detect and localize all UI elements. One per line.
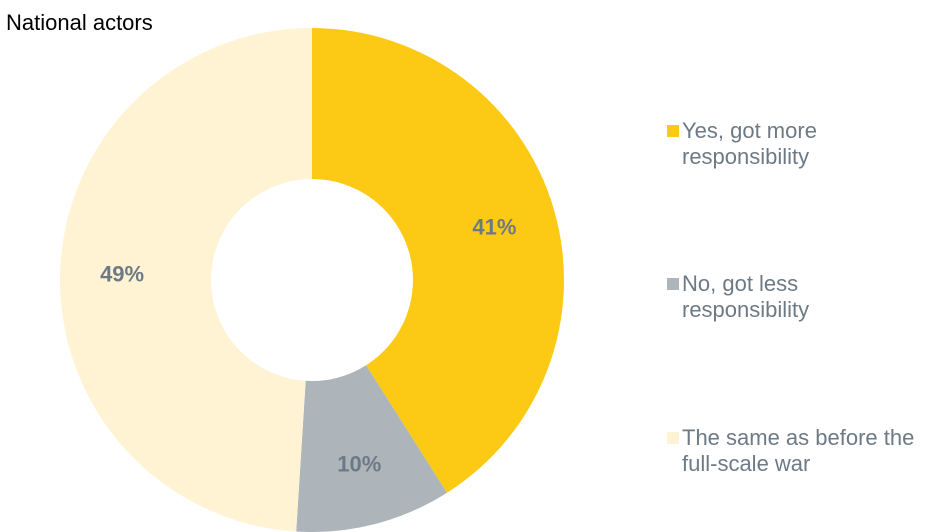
slice-label-same: 49% [100, 262, 144, 287]
legend-label-yes: Yes, got more responsibility [682, 118, 817, 169]
slice-same [59, 28, 313, 532]
legend-swatch-same [667, 432, 679, 444]
legend-item-same: The same as before the full-scale war [667, 425, 927, 477]
slices-group [59, 28, 564, 532]
legend-swatch-no [667, 278, 679, 290]
slice-label-yes: 41% [472, 214, 516, 239]
legend-label-no: No, got less responsibility [682, 271, 810, 322]
slice-no [296, 365, 448, 532]
slice-yes [312, 28, 564, 493]
legend-item-yes: Yes, got more responsibility [667, 118, 927, 170]
chart-title: National actors [6, 10, 153, 35]
legend-label-same: The same as before the full-scale war [682, 425, 915, 476]
slice-labels-group: 41% 10% 49% [100, 214, 516, 476]
legend-item-no: No, got less responsibility [667, 271, 927, 323]
slice-label-no: 10% [337, 452, 381, 477]
legend-swatch-yes [667, 125, 679, 137]
